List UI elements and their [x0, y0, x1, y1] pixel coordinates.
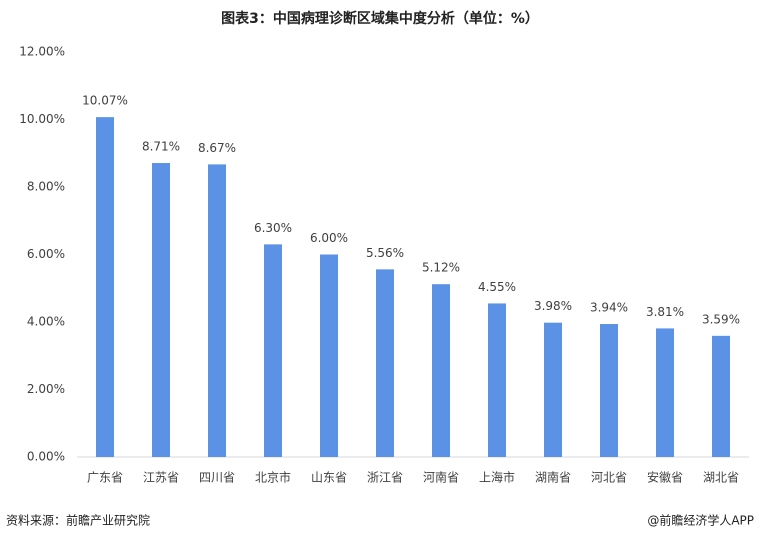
credit: @前瞻经济学人APP — [647, 513, 754, 528]
value-label: 3.94% — [590, 301, 628, 315]
bar — [432, 284, 450, 457]
value-label: 5.56% — [366, 246, 404, 260]
bar — [320, 254, 338, 457]
bar — [152, 163, 170, 457]
value-label: 8.71% — [142, 140, 180, 154]
y-tick-label: 2.00% — [27, 382, 65, 396]
x-tick-label: 江苏省 — [143, 471, 179, 485]
y-tick-label: 4.00% — [27, 315, 65, 329]
value-label: 3.81% — [646, 305, 684, 319]
value-label: 3.59% — [702, 312, 740, 326]
y-tick-label: 0.00% — [27, 450, 65, 464]
bar — [600, 324, 618, 457]
x-tick-label: 浙江省 — [367, 471, 403, 485]
x-tick-label: 安徽省 — [647, 470, 683, 485]
bar — [264, 244, 282, 457]
bar — [488, 303, 506, 457]
x-tick-label: 北京市 — [255, 470, 291, 485]
value-label: 5.12% — [422, 261, 460, 275]
bar — [712, 335, 730, 457]
y-tick-label: 10.00% — [19, 112, 65, 126]
y-tick-label: 12.00% — [19, 45, 65, 59]
value-label: 4.55% — [478, 280, 516, 294]
value-label: 6.30% — [254, 221, 292, 235]
y-tick-label: 6.00% — [27, 247, 65, 261]
x-tick-label: 湖北省 — [703, 470, 739, 485]
value-label: 3.98% — [534, 299, 572, 313]
bar — [376, 269, 394, 457]
x-tick-label: 湖南省 — [535, 470, 571, 485]
chart-title: 图表3：中国病理诊断区域集中度分析（单位：%） — [221, 10, 539, 27]
x-tick-label: 河南省 — [423, 470, 459, 485]
x-tick-label: 河北省 — [591, 471, 627, 485]
value-label: 10.07% — [82, 94, 128, 108]
x-tick-label: 上海市 — [479, 470, 515, 485]
bar — [96, 117, 114, 457]
x-tick-label: 四川省 — [199, 471, 235, 485]
y-tick-label: 8.00% — [27, 180, 65, 194]
x-tick-label: 山东省 — [311, 471, 347, 485]
bar — [208, 164, 226, 457]
x-tick-label: 广东省 — [87, 471, 123, 485]
bar — [544, 322, 562, 457]
value-label: 6.00% — [310, 231, 348, 245]
bar — [656, 328, 674, 457]
source: 资料来源：前瞻产业研究院 — [6, 513, 150, 528]
value-label: 8.67% — [198, 141, 236, 155]
